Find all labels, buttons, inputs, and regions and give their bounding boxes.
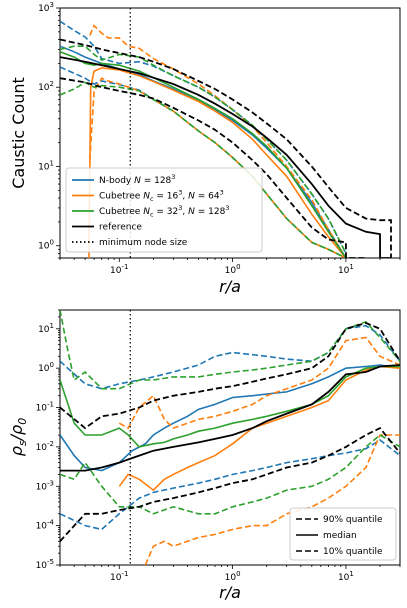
y-tick-label: 101 — [38, 159, 54, 172]
legend-label: Cubetree Nc = 163, N = 643 — [99, 189, 224, 204]
y-tick-label: 10-1 — [36, 401, 54, 414]
caustic-count-panel: 10-1 100 101 100 101 102 103 r/a Caustic Count… — [9, 1, 401, 296]
y-tick-label: 10-4 — [36, 519, 55, 532]
x-axis-title: r/a — [219, 583, 241, 602]
reference-solid-line — [60, 56, 391, 258]
y-axis-title: Caustic Count — [9, 77, 28, 189]
legend: 90% quantile median 10% quantile — [289, 507, 397, 561]
x-tick-label: 101 — [338, 263, 354, 276]
legend-label: Cubetree Nc = 323, N = 1283 — [99, 204, 229, 219]
legend-box — [65, 167, 263, 253]
cubetree16-dashed-line — [89, 24, 347, 258]
cubetree16-dashed-line — [144, 434, 400, 565]
y-tick-label: 100 — [38, 239, 54, 252]
y-tick-label: 100 — [38, 361, 54, 374]
legend-label: 90% quantile — [323, 515, 383, 525]
x-axis-title: r/a — [219, 277, 241, 296]
nbody-solid-line — [60, 364, 400, 472]
nbody-dashed-line — [60, 66, 347, 258]
legend-label: 10% quantile — [323, 547, 383, 557]
x-tick-label: 100 — [225, 263, 241, 276]
x-tick-label: 100 — [225, 570, 241, 583]
x-tick-label: 10-1 — [110, 263, 128, 276]
y-tick-label: 102 — [38, 80, 54, 93]
cubetree32-dashed-line — [60, 81, 347, 258]
legend-label: reference — [99, 223, 142, 233]
cubetree16-solid-line — [118, 365, 400, 492]
nbody-dashed-line — [60, 439, 400, 531]
cubetree16-dashed-line — [118, 336, 400, 430]
density-ratio-panel: 10-1 100 101 10-5 10-4 10-3 10-2 10-1 100 101 r/a… — [7, 309, 401, 602]
x-tick-label: 10-1 — [110, 570, 128, 583]
x-tick-label: 101 — [338, 570, 354, 583]
legend-label: minimum node size — [99, 238, 188, 248]
cubetree32-solid-line — [60, 51, 347, 258]
y-tick-label: 10-3 — [36, 479, 54, 492]
cubetree32-dashed-line — [60, 45, 347, 254]
legend: N-body N = 1283 Cubetree Nc = 163, N = 64… — [65, 167, 263, 253]
reference-dashed-line — [60, 77, 366, 258]
cubetree32-solid-line — [60, 365, 400, 448]
reference-dashed-line — [60, 38, 392, 258]
legend-label: median — [323, 531, 357, 541]
legend-label: N-body N = 1283 — [99, 173, 175, 186]
cubetree16-solid-line — [88, 67, 347, 258]
series-layer — [60, 8, 392, 258]
series-layer — [60, 310, 400, 565]
legend-box — [289, 507, 397, 561]
y-tick-label: 10-2 — [36, 440, 54, 453]
reference-solid-line — [60, 364, 400, 472]
reference-dashed-line — [60, 426, 400, 542]
cubetree32-dashed-line — [60, 434, 400, 515]
y-tick-label: 10-5 — [36, 558, 54, 571]
cubetree32-dashed-line — [60, 310, 400, 390]
y-tick-label: 101 — [38, 322, 54, 335]
y-axis-title: ρs/ρ0 — [7, 418, 29, 456]
y-tick-label: 103 — [38, 1, 54, 14]
